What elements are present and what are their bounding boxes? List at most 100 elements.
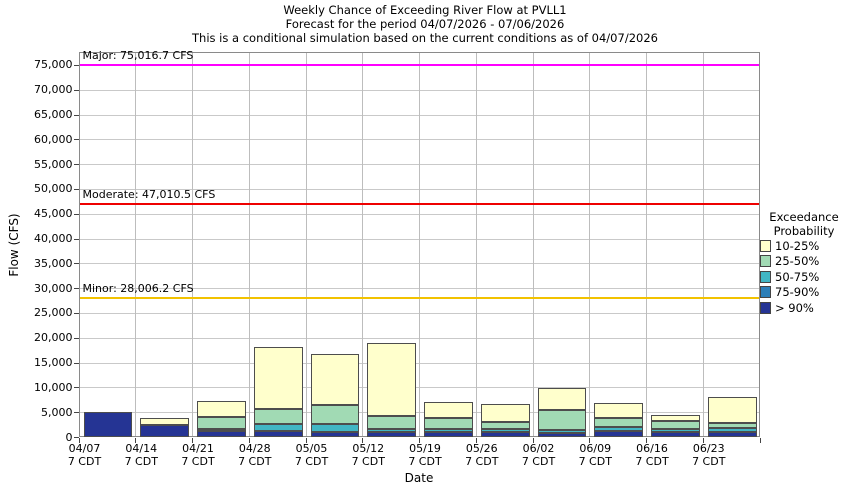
x-axis-tick bbox=[589, 438, 591, 443]
x-tick-label: 05/12 7 CDT bbox=[340, 442, 396, 468]
bar-segment-2550 bbox=[594, 417, 643, 427]
bar-segment-90 bbox=[83, 411, 133, 437]
bar-segment-5075 bbox=[367, 429, 416, 433]
x-tick-date: 04/14 bbox=[125, 442, 158, 455]
x-axis-title: Date bbox=[404, 471, 434, 485]
legend-item: > 90% bbox=[760, 300, 850, 316]
x-tick-time: 7 CDT bbox=[67, 455, 102, 468]
x-gridline bbox=[248, 53, 250, 436]
x-axis-tick bbox=[192, 438, 193, 443]
x-tick-date: 04/28 bbox=[238, 442, 271, 455]
y-axis-tick bbox=[73, 412, 79, 414]
y-axis-tick bbox=[73, 263, 79, 265]
y-axis-tick bbox=[73, 114, 79, 116]
bar-segment-90 bbox=[594, 430, 643, 437]
y-tick-label: 10,000 bbox=[34, 380, 73, 394]
threshold-label-moderate: Moderate: 47,010.5 CFS bbox=[82, 187, 216, 201]
y-axis-tick bbox=[73, 387, 79, 389]
x-axis-tick bbox=[135, 438, 137, 443]
bar-segment-2550 bbox=[651, 420, 700, 429]
y-tick-label: 20,000 bbox=[34, 331, 73, 345]
bar-segment-1025 bbox=[367, 343, 416, 416]
x-tick-label: 05/26 7 CDT bbox=[454, 442, 510, 468]
y-tick-label: 5,000 bbox=[41, 405, 73, 419]
bar-segment-5075 bbox=[651, 428, 700, 433]
bar-segment-90 bbox=[424, 431, 473, 437]
threshold-line-moderate bbox=[79, 202, 759, 205]
x-tick-time: 7 CDT bbox=[692, 455, 726, 468]
y-axis-tick bbox=[73, 362, 79, 364]
x-tick-label: 06/23 7 CDT bbox=[681, 442, 737, 468]
x-tick-date: 05/05 bbox=[295, 442, 328, 455]
x-tick-label: 04/14 7 CDT bbox=[113, 442, 169, 468]
bar-segment-90 bbox=[140, 425, 189, 437]
x-tick-date: 04/21 bbox=[182, 442, 214, 455]
legend-label: 75-90% bbox=[775, 285, 820, 300]
y-axis-tick bbox=[73, 213, 79, 215]
legend-label: 25-50% bbox=[775, 254, 820, 269]
chart-subtitle-period: Forecast for the period 04/07/2026 - 07/… bbox=[285, 17, 565, 31]
bar-segment-1025 bbox=[197, 400, 246, 417]
y-tick-label: 50,000 bbox=[34, 182, 73, 196]
x-gridline bbox=[419, 53, 420, 436]
bar-segment-2550 bbox=[480, 421, 530, 429]
x-tick-date: 05/12 bbox=[352, 442, 385, 455]
x-tick-date: 05/19 bbox=[409, 442, 441, 455]
y-tick-label: 35,000 bbox=[34, 256, 73, 270]
legend-label: > 90% bbox=[775, 300, 814, 315]
y-axis-tick bbox=[73, 89, 79, 91]
bar-segment-5075 bbox=[197, 428, 246, 432]
legend-swatch-icon bbox=[760, 255, 771, 268]
bar-segment-1025 bbox=[651, 414, 700, 421]
x-gridline bbox=[305, 53, 307, 436]
threshold-label-minor: Minor: 28,006.2 CFS bbox=[82, 282, 194, 296]
x-tick-label: 06/02 7 CDT bbox=[511, 442, 567, 468]
y-tick-label: 45,000 bbox=[34, 207, 73, 221]
y-axis-tick bbox=[73, 139, 79, 141]
x-axis-tick bbox=[759, 438, 761, 443]
x-axis-tick bbox=[702, 438, 704, 443]
threshold-line-major bbox=[79, 63, 759, 66]
y-tick-label: 70,000 bbox=[34, 83, 73, 97]
x-tick-time: 7 CDT bbox=[238, 455, 272, 468]
y-axis-tick bbox=[73, 164, 79, 166]
legend-title-line2: Probability bbox=[773, 224, 835, 238]
x-tick-label: 05/05 7 CDT bbox=[284, 442, 340, 468]
y-axis-tick bbox=[73, 312, 79, 314]
y-tick-label: 60,000 bbox=[34, 132, 73, 146]
y-axis-tick bbox=[73, 337, 79, 339]
bar-segment-5075 bbox=[253, 424, 303, 431]
bar-segment-5075 bbox=[537, 429, 587, 433]
bar-segment-1025 bbox=[537, 388, 587, 410]
legend-swatch-icon bbox=[760, 270, 771, 283]
legend-item: 25-50% bbox=[760, 254, 850, 270]
x-tick-time: 7 CDT bbox=[521, 455, 556, 468]
legend-swatch-icon bbox=[760, 286, 771, 299]
bar-segment-2550 bbox=[707, 422, 757, 428]
x-axis-tick bbox=[362, 438, 364, 443]
y-axis-tick bbox=[73, 437, 79, 438]
bar-segment-1025 bbox=[310, 354, 360, 405]
y-tick-label: 65,000 bbox=[34, 108, 73, 121]
legend-label: 10-25% bbox=[775, 238, 820, 253]
y-tick-label: 75,000 bbox=[34, 58, 73, 72]
bar-segment-5075 bbox=[594, 426, 643, 431]
x-axis-tick bbox=[646, 438, 647, 443]
chart-title: Weekly Chance of Exceeding River Flow at… bbox=[283, 3, 567, 17]
bar-segment-90 bbox=[253, 430, 303, 437]
bar-segment-5075 bbox=[424, 428, 473, 432]
x-gridline bbox=[646, 53, 647, 436]
x-tick-label: 04/28 7 CDT bbox=[227, 442, 283, 468]
x-gridline bbox=[702, 53, 704, 436]
bar-segment-1025 bbox=[594, 402, 643, 418]
bar-segment-2550 bbox=[537, 409, 587, 430]
x-tick-time: 7 CDT bbox=[465, 455, 499, 468]
x-tick-date: 06/09 bbox=[579, 442, 612, 455]
x-tick-label: 04/21 7 CDT bbox=[170, 442, 226, 468]
bar-segment-2550 bbox=[424, 417, 473, 429]
y-tick-label: 15,000 bbox=[34, 356, 73, 370]
x-gridline bbox=[532, 53, 534, 436]
x-tick-label: 04/07 7 CDT bbox=[57, 442, 113, 468]
bar-segment-5075 bbox=[480, 428, 530, 433]
